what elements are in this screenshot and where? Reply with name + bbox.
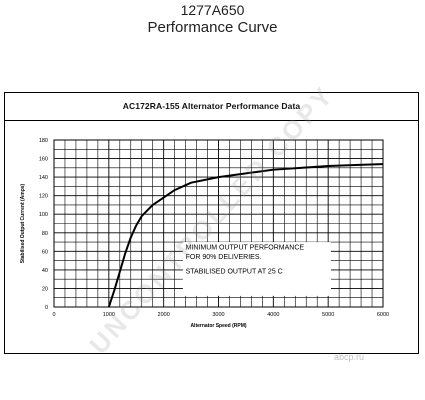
x-tick-label: 3000 bbox=[212, 312, 224, 318]
y-axis-label: Stabilised Output Current (Amps) bbox=[20, 183, 26, 263]
y-tick-label: 180 bbox=[39, 138, 48, 144]
x-axis-label: Alternator Speed (RPM) bbox=[190, 323, 246, 329]
y-tick-label: 60 bbox=[42, 249, 48, 255]
performance-curve-line bbox=[107, 163, 384, 308]
x-tick-label: 4000 bbox=[267, 312, 279, 318]
y-tick-label: 80 bbox=[42, 231, 48, 237]
x-tick-label: 1000 bbox=[103, 312, 115, 318]
abcp-logo-watermark: abcp.ru bbox=[334, 352, 365, 362]
x-tick-label: 2000 bbox=[158, 312, 170, 318]
y-tick-label: 0 bbox=[45, 305, 48, 311]
part-number-title: 1277A650 bbox=[180, 2, 245, 18]
x-tick-label: 0 bbox=[52, 312, 55, 318]
y-tick-label: 140 bbox=[39, 175, 48, 181]
annotation-box bbox=[182, 242, 331, 296]
y-tick-label: 120 bbox=[39, 194, 48, 200]
title-divider bbox=[5, 120, 418, 121]
x-tick-label: 5000 bbox=[322, 312, 334, 318]
chart-figure: AC172RA-155 Alternator Performance Data … bbox=[4, 92, 419, 354]
chart-title: AC172RA-155 Alternator Performance Data bbox=[122, 101, 301, 111]
annotation-text: MINIMUM OUTPUT PERFORMANCE bbox=[186, 244, 305, 251]
y-tick-label: 40 bbox=[42, 268, 48, 274]
y-tick-label: 160 bbox=[39, 157, 48, 163]
annotation-text: STABILISED OUTPUT AT 25 C bbox=[186, 269, 283, 276]
chart-plot: 0 1000 2000 3000 4000 5000 6000 0 20 40 60 80 100 120… bbox=[20, 138, 389, 329]
plot-frame bbox=[53, 139, 384, 308]
y-tick-label: 100 bbox=[39, 212, 48, 218]
x-tick-label: 6000 bbox=[377, 312, 389, 318]
y-tick-label: 20 bbox=[42, 286, 48, 292]
performance-curve-subtitle: Performance Curve bbox=[147, 19, 278, 36]
annotation-text: FOR 90% DELIVERIES. bbox=[186, 254, 262, 261]
